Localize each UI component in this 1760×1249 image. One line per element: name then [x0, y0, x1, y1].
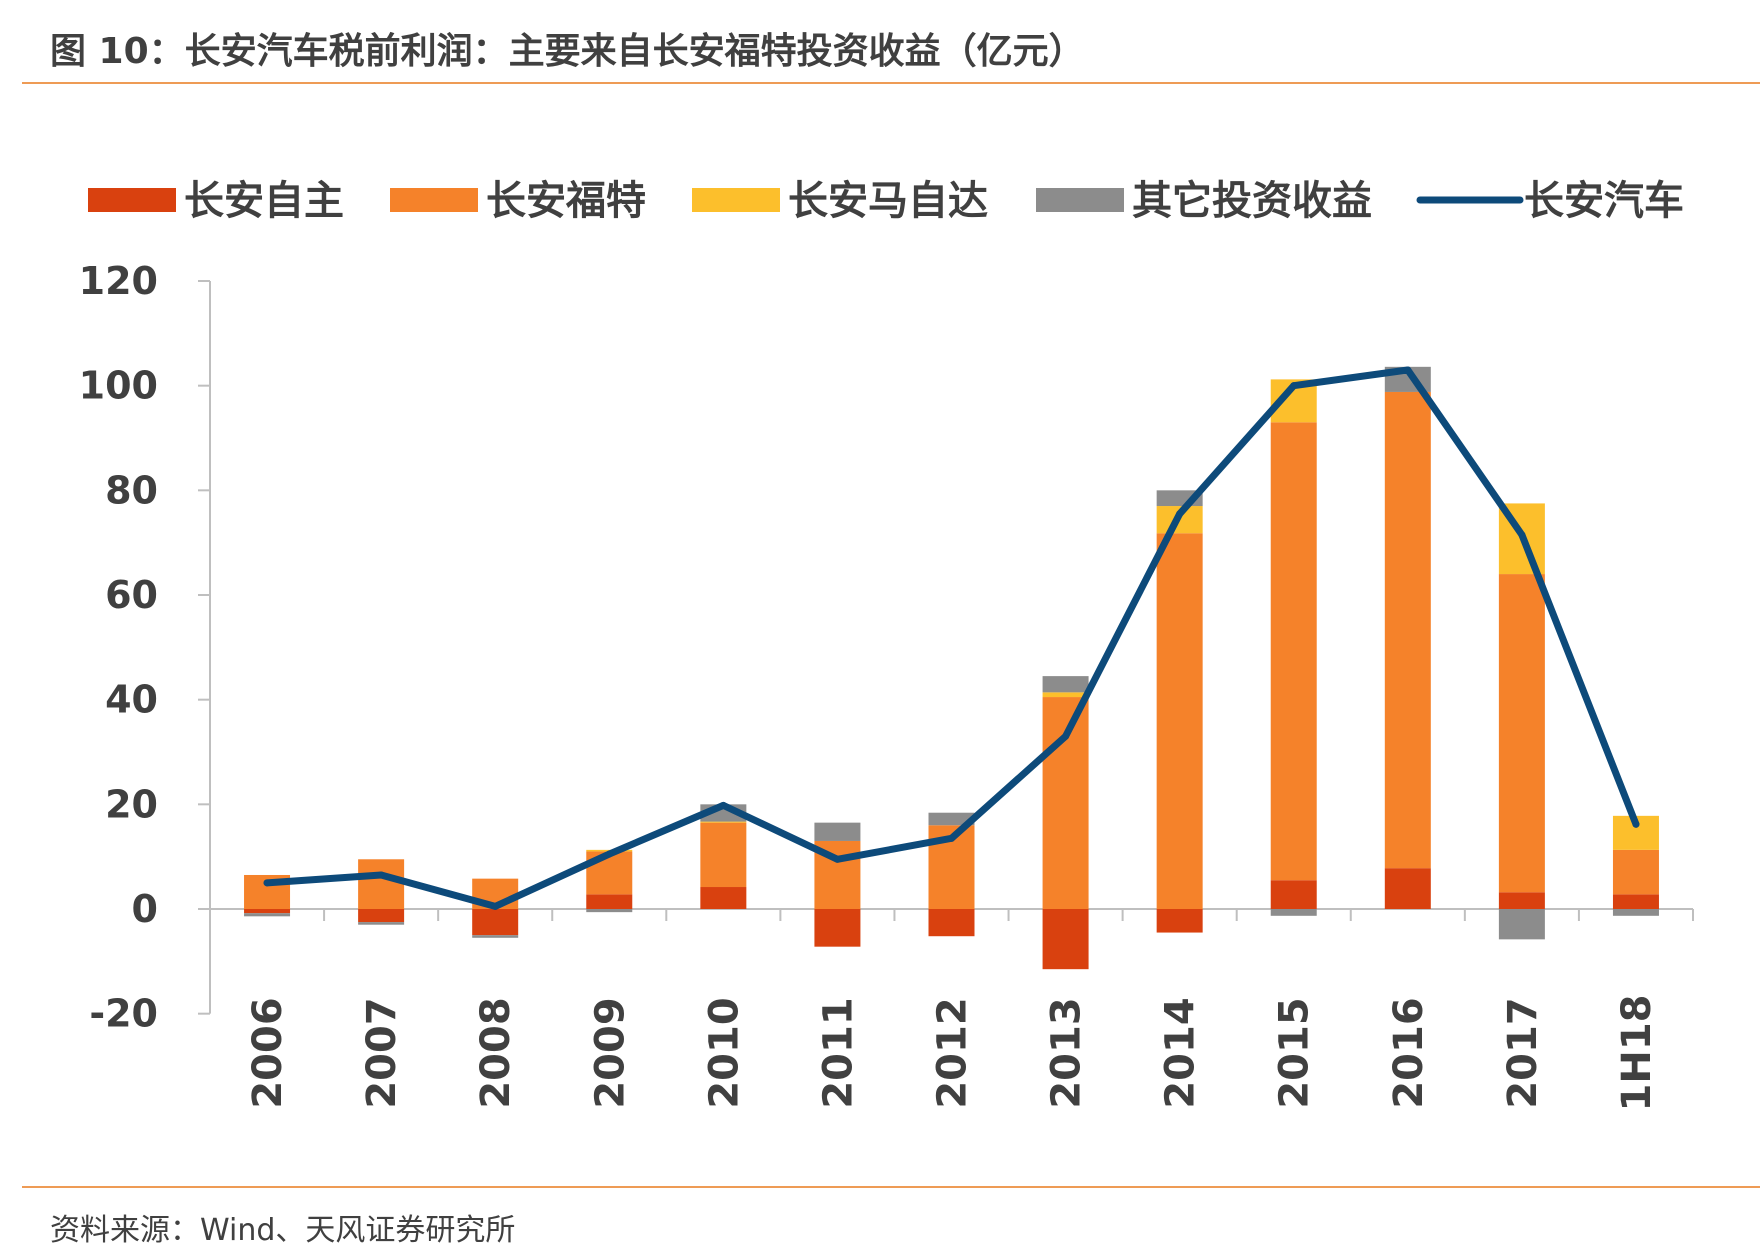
- line-point: [377, 871, 385, 879]
- legend-label: 其它投资收益: [1132, 178, 1372, 224]
- bottom-divider: [22, 1186, 1760, 1188]
- bar-segment: [928, 909, 975, 937]
- bar-segment: [244, 909, 291, 914]
- line-point: [1632, 820, 1640, 828]
- y-tick-label: 20: [105, 782, 158, 826]
- y-tick-label: 60: [105, 573, 158, 617]
- x-tick-label: 2012: [930, 997, 976, 1108]
- bar-segment: [1498, 892, 1545, 909]
- bar-segment: [814, 822, 861, 841]
- line-point: [1404, 366, 1412, 374]
- line-point: [1062, 732, 1070, 740]
- bars: [244, 366, 1659, 970]
- y-tick-label: 40: [105, 678, 158, 722]
- bar-segment: [1042, 909, 1089, 970]
- bar-segment: [700, 887, 747, 909]
- line-point: [1176, 510, 1184, 518]
- bar-segment: [358, 922, 405, 925]
- bar-segment: [814, 909, 861, 947]
- x-tick-label: 2007: [359, 997, 405, 1108]
- line-point: [263, 879, 271, 887]
- x-tick-label: 2010: [701, 997, 747, 1108]
- bar-segment: [472, 909, 519, 936]
- y-tick-label: 0: [132, 887, 158, 931]
- chart-title: 图 10：长安汽车税前利润：主要来自长安福特投资收益（亿元）: [50, 31, 1085, 72]
- x-tick-label: 2017: [1500, 997, 1546, 1108]
- top-divider: [22, 82, 1760, 84]
- bar-segment: [1384, 391, 1431, 869]
- axes: 120 100 80 60 40 20 0 -20 2006 2007 2008 2009 2010 20…: [79, 259, 1694, 1112]
- line-point: [605, 850, 613, 858]
- x-tick-label: 2014: [1158, 997, 1204, 1108]
- bar-segment: [358, 859, 405, 909]
- bar-segment: [1612, 894, 1659, 909]
- legend: 长安自主 长安福特 长安马自达 其它投资收益 长安汽车: [88, 178, 1684, 224]
- bar-segment: [700, 821, 747, 823]
- bar-segment: [1156, 909, 1203, 933]
- bar-segment: [1156, 533, 1203, 909]
- bar-segment: [244, 913, 291, 917]
- legend-label: 长安福特: [486, 178, 646, 224]
- legend-label: 长安马自达: [788, 178, 988, 224]
- line-point: [1290, 382, 1298, 390]
- legend-swatch: [692, 188, 780, 212]
- line-series: [263, 366, 1640, 910]
- bar-segment: [1270, 880, 1317, 909]
- legend-swatch: [1036, 188, 1124, 212]
- x-tick-label: 2011: [815, 997, 861, 1108]
- bar-segment: [1612, 909, 1659, 916]
- legend-swatch: [390, 188, 478, 212]
- bar-segment: [1270, 909, 1317, 916]
- line-point: [491, 902, 499, 910]
- bar-segment: [1042, 676, 1089, 693]
- bar-segment: [358, 909, 405, 923]
- line-point: [719, 801, 727, 809]
- x-tick-label: 2008: [473, 997, 519, 1108]
- bar-segment: [1270, 422, 1317, 881]
- bar-segment: [1384, 868, 1431, 909]
- y-tick-label: 100: [79, 364, 158, 408]
- x-tick-label: 1H18: [1614, 995, 1660, 1112]
- bar-segment: [1042, 692, 1089, 698]
- bar-segment: [586, 909, 633, 913]
- x-tick-label: 2015: [1272, 997, 1318, 1108]
- bar-segment: [1612, 849, 1659, 895]
- x-tick-label: 2016: [1386, 997, 1432, 1108]
- x-tick-label: 2013: [1044, 997, 1090, 1108]
- bar-segment: [586, 894, 633, 909]
- line-point: [948, 834, 955, 842]
- line-point: [833, 855, 841, 863]
- bar-segment: [928, 812, 975, 826]
- bar-segment: [1498, 909, 1545, 940]
- source-note: 资料来源：Wind、天风证券研究所: [50, 1213, 516, 1248]
- bar-segment: [1498, 574, 1545, 893]
- y-tick-label: -20: [89, 992, 158, 1036]
- x-tick-label: 2009: [587, 997, 633, 1108]
- y-tick-label: 80: [105, 468, 158, 512]
- x-tick-label: 2006: [245, 997, 291, 1108]
- legend-label: 长安汽车: [1524, 178, 1684, 224]
- line-point: [1518, 531, 1526, 539]
- bar-segment: [700, 822, 747, 888]
- bar-segment: [472, 935, 519, 938]
- y-tick-label: 120: [79, 259, 158, 303]
- legend-swatch: [88, 188, 176, 212]
- legend-label: 长安自主: [184, 178, 344, 224]
